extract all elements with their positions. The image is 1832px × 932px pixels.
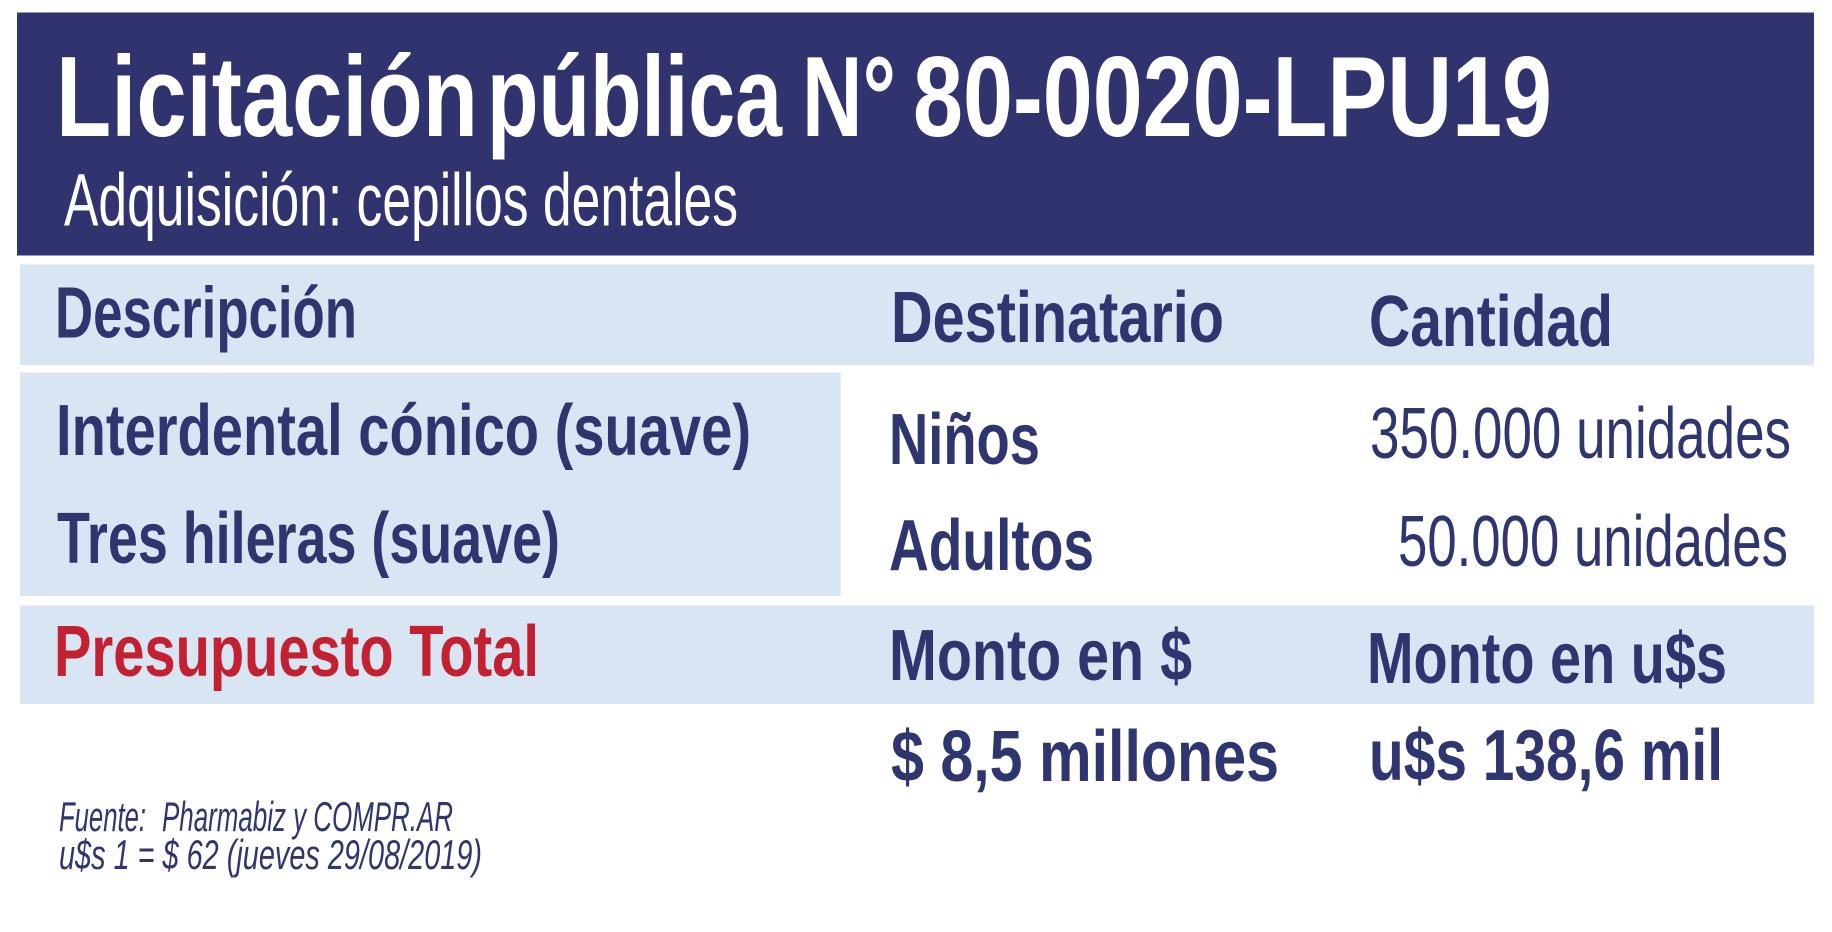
svg-text:Descripción: Descripción xyxy=(55,274,357,354)
svg-text:N°: N° xyxy=(802,34,896,161)
svg-text:Adultos: Adultos xyxy=(889,506,1094,586)
svg-text:Cantidad: Cantidad xyxy=(1369,282,1613,362)
svg-text:Interdental cónico (suave): Interdental cónico (suave) xyxy=(56,391,751,471)
svg-text:$ 8,5 millones: $ 8,5 millones xyxy=(891,717,1279,797)
svg-text:Monto en $: Monto en $ xyxy=(889,616,1192,696)
svg-text:Monto en u$s: Monto en u$s xyxy=(1367,619,1727,699)
svg-text:pública: pública xyxy=(487,34,783,161)
svg-text:u$s 138,6 mil: u$s 138,6 mil xyxy=(1369,716,1723,796)
svg-text:Presupuesto Total: Presupuesto Total xyxy=(54,612,539,692)
svg-text:80-0020-LPU19: 80-0020-LPU19 xyxy=(913,34,1552,161)
svg-text:Niños: Niños xyxy=(889,400,1040,480)
svg-text:Licitación: Licitación xyxy=(56,34,478,161)
svg-text:50.000 unidades: 50.000 unidades xyxy=(1398,502,1788,582)
svg-text:Adquisición: cepillos dentales: Adquisición: cepillos dentales xyxy=(64,159,738,242)
svg-text:350.000 unidades: 350.000 unidades xyxy=(1370,394,1791,474)
svg-text:Pharmabiz y COMPR.AR: Pharmabiz y COMPR.AR xyxy=(162,793,453,840)
svg-text:Destinatario: Destinatario xyxy=(891,278,1224,358)
svg-text:u$s 1 = $ 62 (jueves 29/08/201: u$s 1 = $ 62 (jueves 29/08/2019) xyxy=(59,831,482,878)
svg-text:Fuente:: Fuente: xyxy=(59,793,146,840)
svg-text:Tres hileras (suave): Tres hileras (suave) xyxy=(57,499,560,579)
